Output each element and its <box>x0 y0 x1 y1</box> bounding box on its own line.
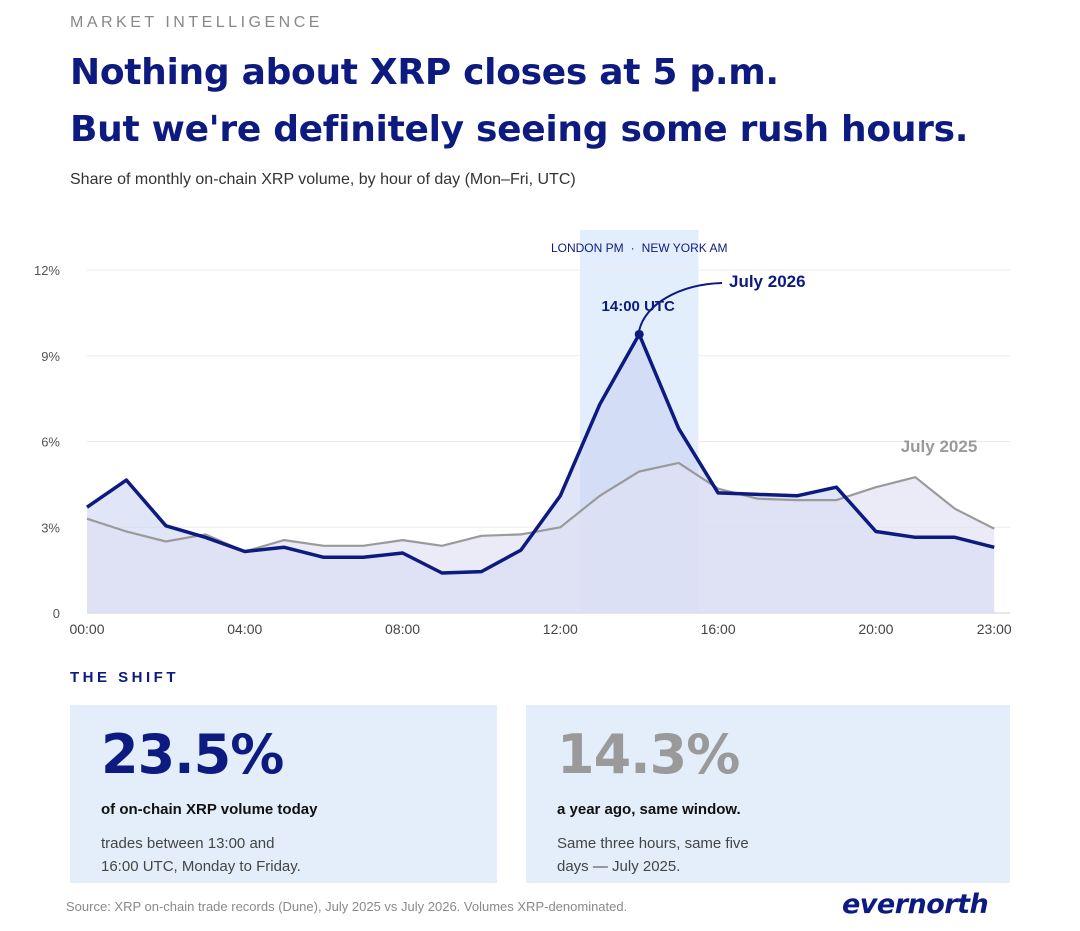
stat-detail-current-line-1: trades between 13:00 and <box>101 835 275 852</box>
band-label-left: LONDON PM <box>551 241 624 255</box>
line-july-2026 <box>86 332 995 575</box>
x-tick-label: 00:00 <box>69 621 104 637</box>
series-label-july-2025: July 2025 <box>901 437 978 456</box>
headline-line-1: Nothing about XRP closes at 5 p.m. <box>70 52 779 93</box>
stat-detail-previous-line-2: days — July 2025. <box>557 858 681 875</box>
section-label-the-shift: THE SHIFT <box>70 669 179 686</box>
peak-marker <box>634 329 644 339</box>
headline-line-2: But we're definitely seeing some rush ho… <box>70 109 969 150</box>
x-tick-label: 08:00 <box>385 621 420 637</box>
stat-detail-previous-line-1: Same three hours, same five <box>557 835 749 852</box>
chart-subtitle: Share of monthly on-chain XRP volume, by… <box>70 171 576 188</box>
stat-card-previous: 14.3% a year ago, same window. Same thre… <box>526 705 1010 883</box>
y-tick-label: 6% <box>41 435 60 450</box>
y-tick-label: 12% <box>34 263 60 278</box>
hourly-volume-chart: LONDON PM · NEW YORK AM 0 3% 6% 9% 12% 00:00 04:… <box>34 230 1012 637</box>
x-tick-label: 23:00 <box>977 621 1012 637</box>
x-tick-label: 20:00 <box>858 621 893 637</box>
band-label-separator: · <box>631 241 635 255</box>
band-label-right: NEW YORK AM <box>642 241 728 255</box>
y-tick-label: 0 <box>53 606 60 621</box>
series-label-july-2026: July 2026 <box>729 272 806 291</box>
stat-value-current: 23.5% <box>101 723 284 786</box>
stat-detail-current: trades between 13:00 and 16:00 UTC, Mond… <box>101 832 301 878</box>
source-note: Source: XRP on-chain trade records (Dune… <box>66 899 628 914</box>
y-tick-label: 3% <box>41 520 60 535</box>
area-july-2025 <box>87 462 995 613</box>
line-layer <box>86 332 995 575</box>
annotation-leader-line <box>638 282 723 331</box>
peak-annotation-label: 14:00 UTC <box>602 298 676 315</box>
stat-lead-current: of on-chain XRP volume today <box>101 801 318 818</box>
eyebrow: MARKET INTELLIGENCE <box>70 14 323 31</box>
stat-detail-previous: Same three hours, same five days — July … <box>557 832 749 878</box>
highlight-band-label: LONDON PM · NEW YORK AM <box>551 241 727 255</box>
evernorth-logo: evernorth <box>842 889 989 920</box>
label-layer: 0 3% 6% 9% 12% 00:00 04:00 08:00 12:00 16:00 20:00… <box>34 263 1012 637</box>
y-tick-label: 9% <box>41 349 60 364</box>
x-tick-label: 16:00 <box>701 621 736 637</box>
stat-detail-current-line-2: 16:00 UTC, Monday to Friday. <box>101 858 301 875</box>
stat-value-previous: 14.3% <box>557 723 740 786</box>
stat-card-current: 23.5% of on-chain XRP volume today trade… <box>70 705 497 883</box>
stat-lead-previous: a year ago, same window. <box>557 801 741 818</box>
area-layer <box>87 334 995 613</box>
x-tick-label: 04:00 <box>227 621 262 637</box>
x-tick-label: 12:00 <box>543 621 578 637</box>
